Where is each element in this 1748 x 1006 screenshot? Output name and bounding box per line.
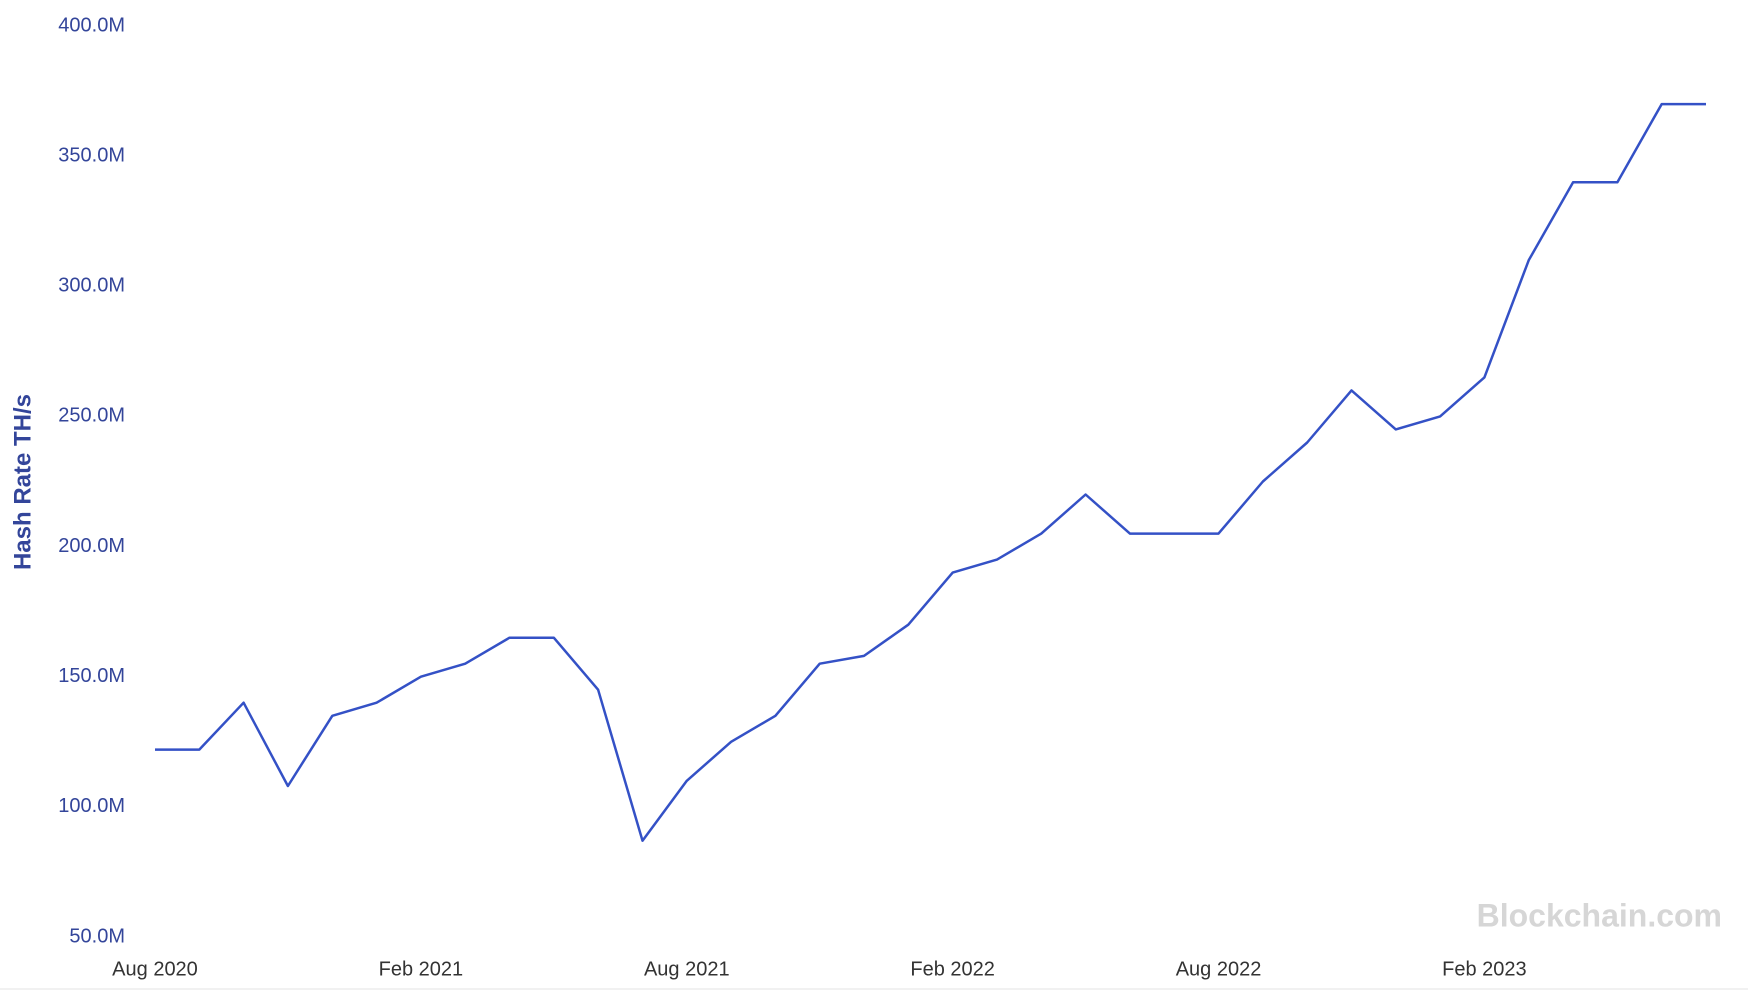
x-tick-label: Aug 2022 (1176, 958, 1262, 980)
x-tick-label: Feb 2022 (910, 958, 995, 980)
y-tick-label: 100.0M (58, 795, 125, 817)
y-tick-label: 50.0M (69, 925, 125, 947)
y-tick-label: 250.0M (58, 405, 125, 427)
watermark: Blockchain.com (1477, 897, 1722, 933)
y-axis-label: Hash Rate TH/s (9, 394, 36, 570)
x-tick-label: Aug 2020 (112, 958, 198, 980)
y-tick-label: 150.0M (58, 665, 125, 687)
x-tick-label: Feb 2023 (1442, 958, 1527, 980)
data-line (155, 102, 1706, 842)
x-tick-label: Feb 2021 (379, 958, 464, 980)
y-tick-label: 350.0M (58, 144, 125, 166)
y-tick-label: 200.0M (58, 535, 125, 557)
x-tick-label: Aug 2021 (644, 958, 730, 980)
y-tick-label: 300.0M (58, 275, 125, 297)
y-tick-label: 400.0M (58, 14, 125, 36)
